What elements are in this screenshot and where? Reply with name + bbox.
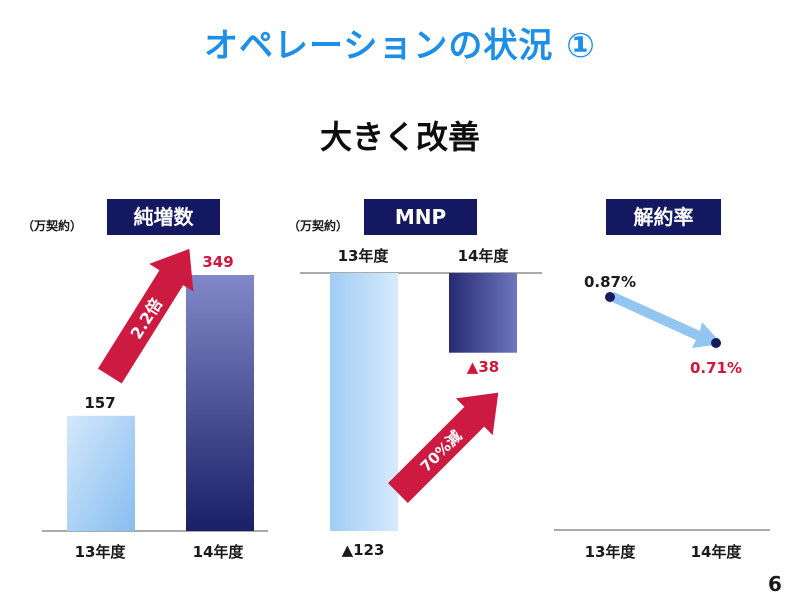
net-adds-value-14: 349 [202, 253, 234, 271]
mnp-bar-13 [330, 273, 398, 531]
net-adds-header: 純増数 [107, 199, 220, 235]
net-adds-bar-13 [67, 415, 135, 531]
churn-category-13: 13年度 [584, 543, 636, 561]
churn-point-14 [711, 338, 721, 348]
churn-value-13: 0.87% [583, 273, 637, 291]
net-adds-category-13: 13年度 [74, 543, 126, 561]
churn-point-13 [605, 292, 615, 302]
mnp-header: MNP [364, 199, 477, 235]
page-title: オペレーションの状況 ① [204, 26, 596, 66]
net-adds-value-13: 157 [84, 394, 116, 412]
net-adds-unit: （万契約） [22, 219, 83, 233]
mnp-value-14: ▲38 [466, 358, 500, 376]
reduction-arrow: 70%減 [388, 392, 499, 503]
churn-value-14: 0.71% [689, 359, 743, 377]
mnp-category-13: 13年度 [337, 247, 389, 265]
page-subtitle: 大きく改善 [319, 118, 480, 156]
mnp-category-14: 14年度 [457, 247, 509, 265]
churn-header: 解約率 [606, 199, 721, 235]
net-adds-bar-14 [186, 275, 254, 531]
mnp-bar-14 [449, 273, 517, 353]
mnp-value-13: ▲123 [341, 541, 385, 559]
mnp-unit: （万契約） [288, 219, 349, 233]
churn-trend-arrow [610, 292, 722, 348]
churn-category-14: 14年度 [690, 543, 742, 561]
page-number: 6 [768, 572, 782, 596]
net-adds-category-14: 14年度 [192, 543, 244, 561]
